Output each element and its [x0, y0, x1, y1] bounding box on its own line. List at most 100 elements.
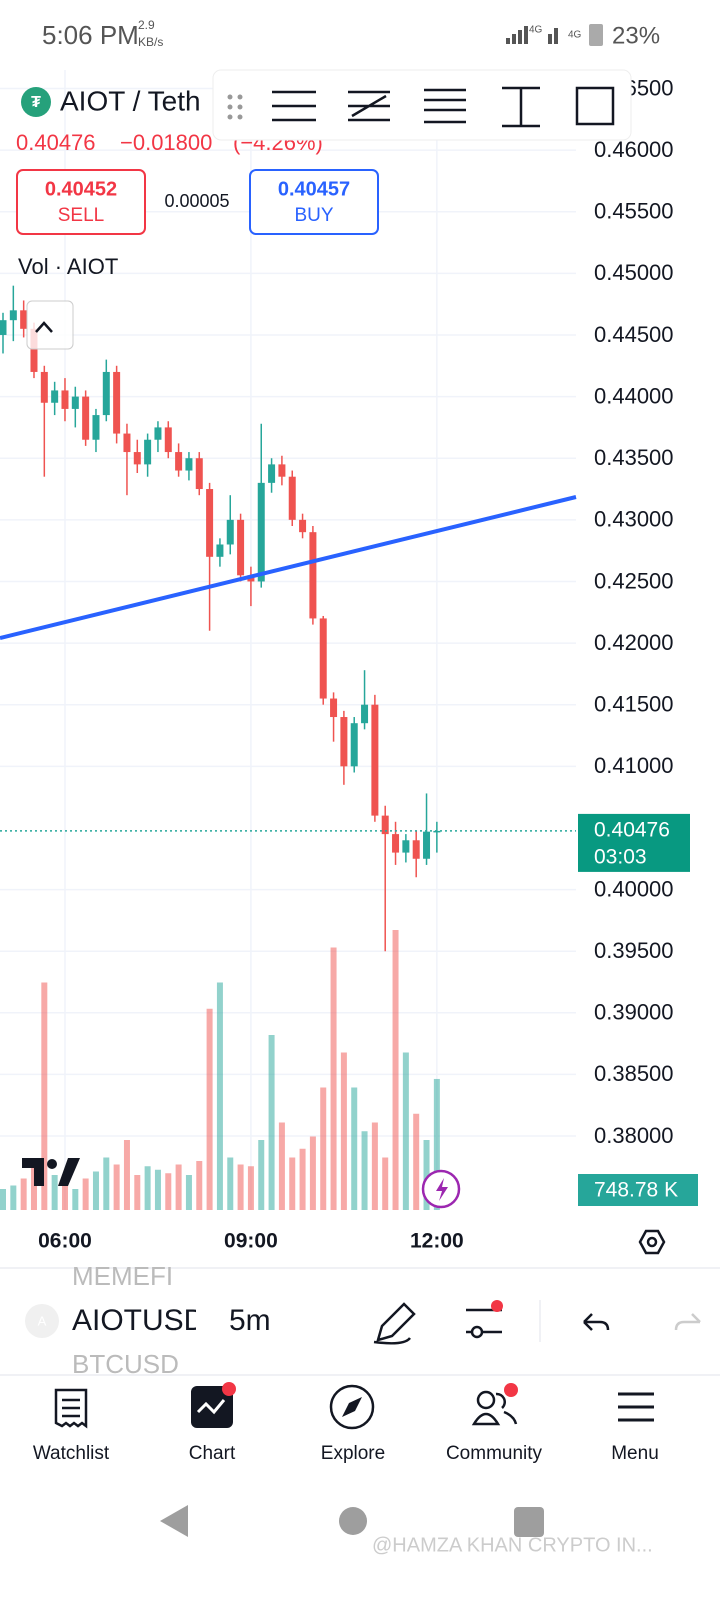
interval[interactable]: 5m [229, 1304, 271, 1337]
price-tag-value: 0.40476 [594, 818, 670, 841]
candle-body [206, 489, 214, 557]
buy-button[interactable] [249, 169, 379, 235]
next-symbol[interactable]: BTCUSD [72, 1349, 179, 1379]
candle-body [309, 532, 317, 619]
prev-symbol[interactable]: MEMEFI [72, 1261, 173, 1291]
candle-body [9, 310, 17, 321]
badge [491, 1300, 503, 1312]
candle-body [123, 433, 131, 453]
volume-bar [123, 1140, 130, 1210]
candle-body [92, 415, 100, 440]
candle-body [392, 834, 400, 853]
volume-bar [103, 1157, 110, 1210]
signal [524, 26, 528, 44]
volume-bar [72, 1189, 79, 1210]
tool-icon[interactable] [575, 86, 615, 126]
y-tick-label: 0.45500 [594, 199, 674, 224]
candle-body [82, 396, 90, 440]
signal [554, 28, 558, 44]
candle-body [319, 618, 327, 699]
volume-bar [92, 1171, 99, 1210]
tool-icon[interactable] [502, 86, 540, 128]
volume-bar [258, 1140, 265, 1210]
change: −0.01800 [120, 130, 212, 155]
symbol-icon [25, 1304, 59, 1338]
tool-icon[interactable] [424, 88, 466, 124]
signal [506, 38, 510, 44]
draw-icon[interactable] [373, 1302, 416, 1345]
collapse-button[interactable] [26, 300, 74, 350]
undo-icon[interactable] [583, 1313, 610, 1331]
candle-body [30, 328, 38, 372]
home-button[interactable] [339, 1507, 367, 1535]
y-tick-label: 0.38000 [594, 1123, 674, 1148]
volume-bar [144, 1166, 151, 1210]
speed: 2.9 [138, 18, 155, 32]
price: 0.40476 [16, 130, 96, 155]
candle-body [185, 458, 193, 471]
volume-bar [196, 1161, 203, 1210]
sell-button[interactable] [16, 169, 146, 235]
compass-needle [342, 1397, 362, 1417]
volume-bar [392, 930, 399, 1210]
trend-line [0, 495, 577, 640]
signal [518, 30, 522, 44]
volume-bar [268, 1035, 275, 1210]
countdown: 03:03 [594, 845, 647, 868]
lightning-icon [436, 1178, 448, 1201]
candle-body [144, 439, 152, 465]
nav-label[interactable]: Chart [189, 1443, 236, 1464]
volume-bar [340, 1052, 347, 1210]
x-tick-label: 12:00 [410, 1230, 464, 1253]
candle-body [278, 464, 286, 477]
community-icon[interactable] [476, 1390, 496, 1410]
volume-bar [433, 1078, 440, 1210]
y-tick-label: 0.45000 [594, 260, 674, 285]
network: 4G [568, 30, 582, 41]
back-button[interactable] [160, 1505, 188, 1537]
current-symbol[interactable]: AIOTUSD [72, 1304, 205, 1337]
symbol-icon-letter: A [38, 1313, 47, 1328]
menu-icon[interactable] [618, 1392, 654, 1422]
redo-icon[interactable] [674, 1313, 701, 1331]
candle-body [268, 464, 276, 483]
volume-bar [330, 947, 337, 1210]
candle-body [71, 396, 79, 409]
volume-bar [206, 1008, 213, 1210]
volume-bar [185, 1175, 192, 1210]
explore-icon[interactable] [329, 1384, 375, 1430]
y-tick-label: 0.39000 [594, 1000, 674, 1025]
recents-button[interactable] [514, 1507, 544, 1537]
volume-tag [578, 1174, 698, 1206]
watchlist-icon[interactable] [54, 1388, 88, 1429]
volume-bar [289, 1157, 296, 1210]
volume-bar [382, 1157, 389, 1210]
tool-icon[interactable] [272, 90, 316, 122]
chart-icon[interactable] [191, 1386, 233, 1428]
volume-bar [20, 1178, 27, 1210]
candle-body [102, 371, 110, 416]
badge [504, 1383, 518, 1397]
indicator-icon[interactable] [466, 1308, 502, 1334]
candle-body [412, 840, 420, 859]
settings-icon[interactable] [638, 1229, 666, 1255]
signal [548, 34, 552, 44]
y-tick-label: 0.46000 [594, 137, 674, 162]
y-tick-label: 0.41500 [594, 692, 674, 717]
volume-bar [10, 1185, 17, 1210]
nav-label[interactable]: Community [446, 1443, 543, 1464]
tool-icon[interactable] [348, 90, 390, 122]
nav-label[interactable]: Watchlist [33, 1443, 110, 1464]
nav-label[interactable]: Explore [321, 1443, 385, 1464]
candle-body [381, 815, 389, 835]
nav-label[interactable]: Menu [611, 1443, 659, 1464]
volume-bar [361, 1131, 368, 1210]
x-tick-label: 06:00 [38, 1230, 92, 1253]
candle-body [0, 320, 7, 335]
symbol-clip: AIOTUSD [72, 1304, 205, 1337]
y-tick-label: 0.39500 [594, 938, 674, 963]
volume-bar [227, 1157, 234, 1210]
volume-bar [320, 1087, 327, 1210]
